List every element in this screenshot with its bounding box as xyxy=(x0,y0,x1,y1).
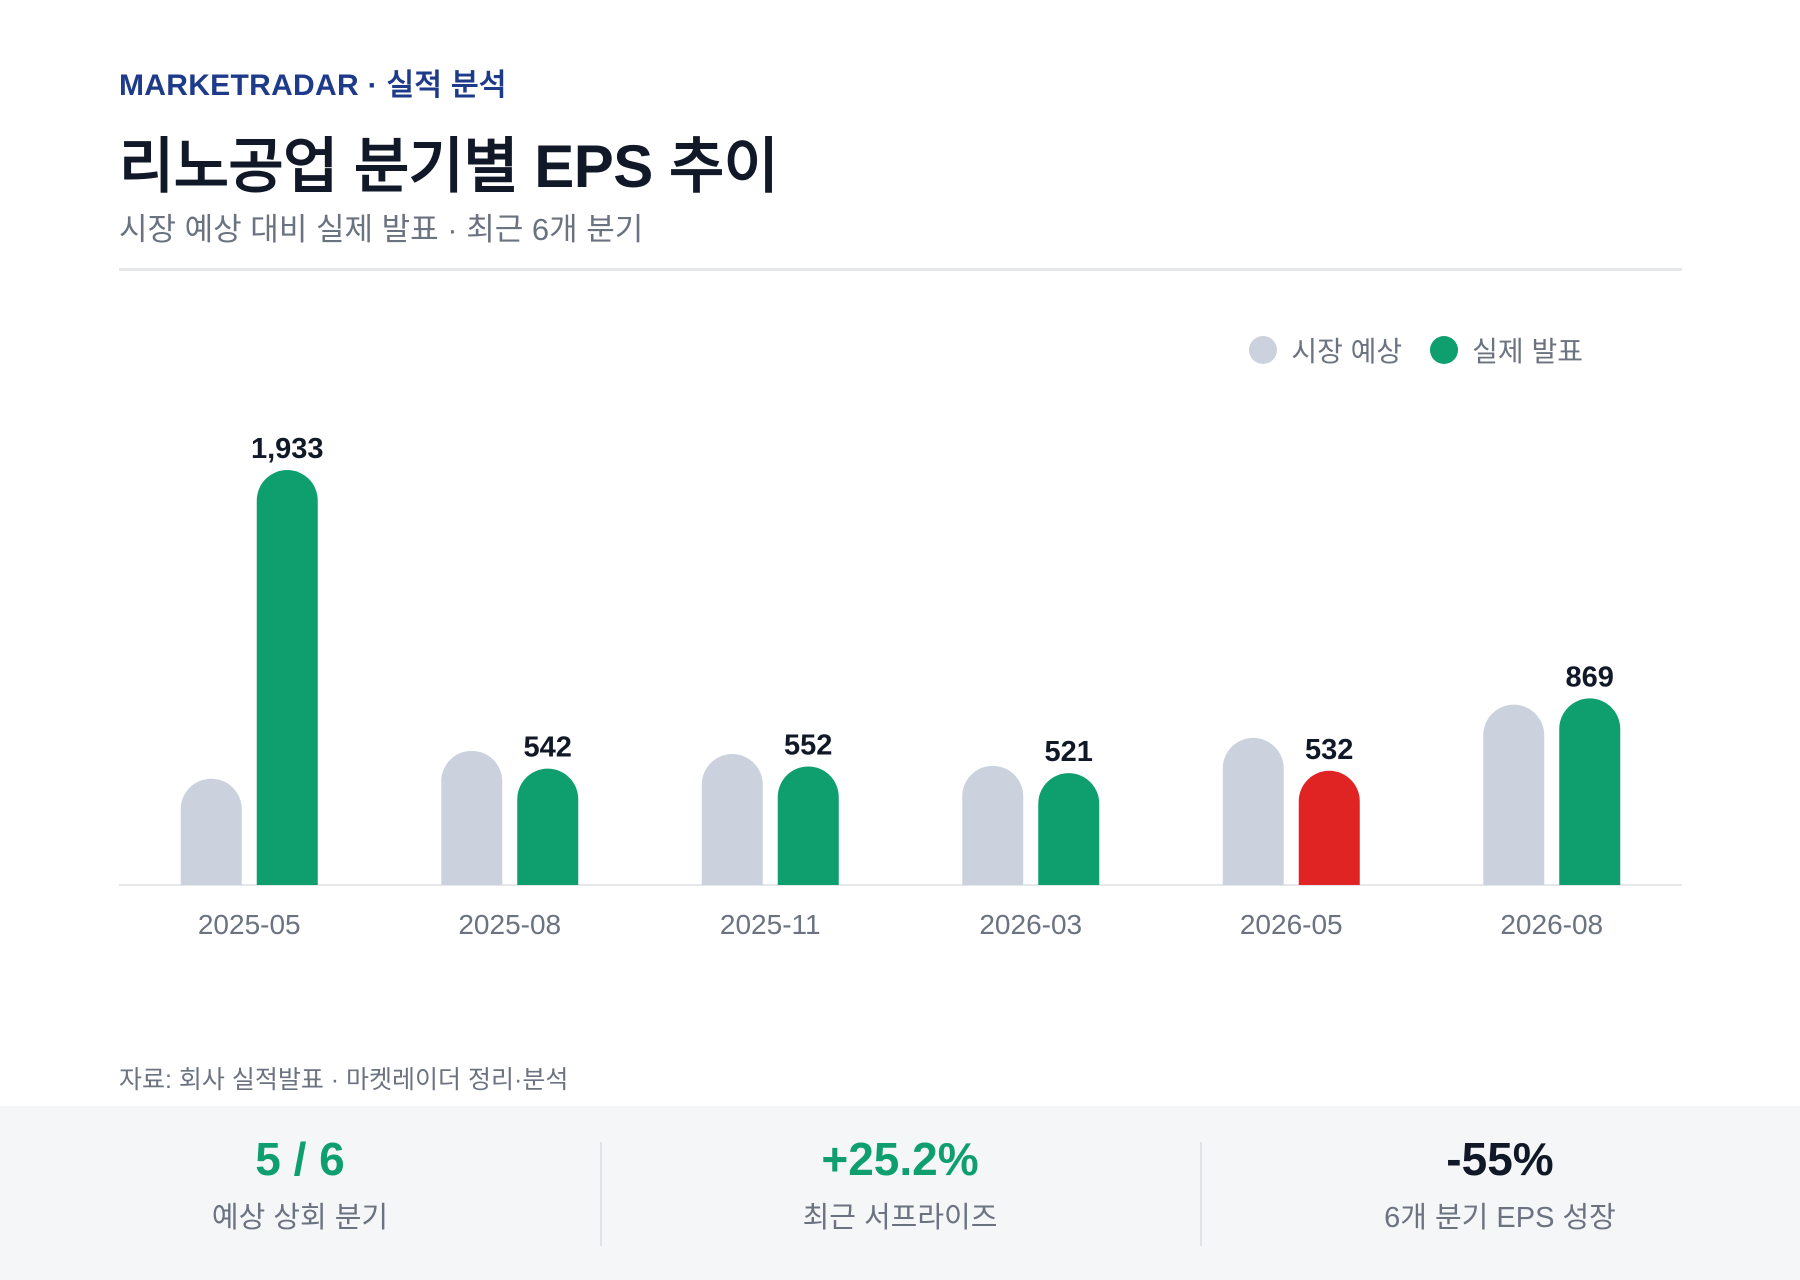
stat-eps-growth: -55% 6개 분기 EPS 성장 xyxy=(1200,1106,1800,1280)
stat-label: 6개 분기 EPS 성장 xyxy=(1384,1202,1616,1234)
x-tick-label-2025-05: 2025-05 xyxy=(198,909,301,940)
bar-estimate-2025-05 xyxy=(180,778,242,885)
legend-label-actual: 실제 발표 xyxy=(1472,336,1583,367)
stat-value: -55% xyxy=(1446,1133,1554,1185)
bar-estimate-2026-08 xyxy=(1483,704,1545,885)
page-title: 리노공업 분기별 EPS 추이 xyxy=(119,133,779,200)
bar-estimate-2026-05 xyxy=(1222,737,1284,885)
bar-actual-2026-05 xyxy=(1298,770,1360,885)
x-tick-label-2025-11: 2025-11 xyxy=(720,909,821,940)
legend-swatch-actual xyxy=(1430,336,1459,364)
bar-actual-2025-05 xyxy=(256,470,318,885)
data-label-2025-05: 1,933 xyxy=(251,433,324,465)
x-tick-label-2025-08: 2025-08 xyxy=(458,909,561,940)
chart-legend: 시장 예상 실제 발표 xyxy=(1221,330,1583,370)
bar-actual-2026-03 xyxy=(1038,773,1100,885)
x-tick-label-2026-05: 2026-05 xyxy=(1240,909,1343,940)
stat-value: 5 / 6 xyxy=(255,1133,345,1185)
summary-stats: 5 / 6 예상 상회 분기 +25.2% 최근 서프라이즈 -55% 6개 분… xyxy=(0,1106,1800,1280)
legend-label-estimate: 시장 예상 xyxy=(1291,336,1403,367)
bar-estimate-2025-11 xyxy=(701,754,763,885)
brand-label: MARKETRADAR · 실적 분석 xyxy=(119,69,507,102)
bar-actual-2025-08 xyxy=(517,768,579,885)
legend-item-estimate: 시장 예상 xyxy=(1249,330,1402,370)
data-label-2026-03: 521 xyxy=(1045,736,1093,768)
bar-actual-2026-08 xyxy=(1559,698,1621,885)
legend-item-actual: 실제 발표 xyxy=(1430,330,1583,370)
header-divider xyxy=(119,268,1682,271)
stat-value: +25.2% xyxy=(821,1133,979,1185)
data-label-2026-05: 532 xyxy=(1305,734,1353,766)
stat-recent-surprise: +25.2% 최근 서프라이즈 xyxy=(600,1106,1200,1280)
legend-swatch-estimate xyxy=(1249,336,1278,364)
x-tick-label-2026-08: 2026-08 xyxy=(1500,909,1603,940)
stat-beat-count: 5 / 6 예상 상회 분기 xyxy=(0,1106,600,1280)
data-label-2026-08: 869 xyxy=(1566,661,1614,693)
page-subtitle: 시장 예상 대비 실제 발표 · 최근 6개 분기 xyxy=(119,212,644,247)
data-label-2025-11: 552 xyxy=(784,729,832,761)
stat-label: 예상 상회 분기 xyxy=(211,1202,389,1234)
bar-actual-2025-11 xyxy=(777,766,839,885)
bar-estimate-2026-03 xyxy=(962,765,1024,885)
source-note: 자료: 회사 실적발표 · 마켓레이더 정리·분석 xyxy=(119,1066,569,1094)
stat-label: 최근 서프라이즈 xyxy=(802,1202,998,1234)
bar-estimate-2025-08 xyxy=(441,750,503,885)
data-label-2025-08: 542 xyxy=(524,732,572,764)
eps-bar-chart: 1,933 2025-05 542 2025-08 552 2025-11 521 2026-… xyxy=(119,433,1682,940)
x-tick-label-2026-03: 2026-03 xyxy=(979,909,1082,940)
